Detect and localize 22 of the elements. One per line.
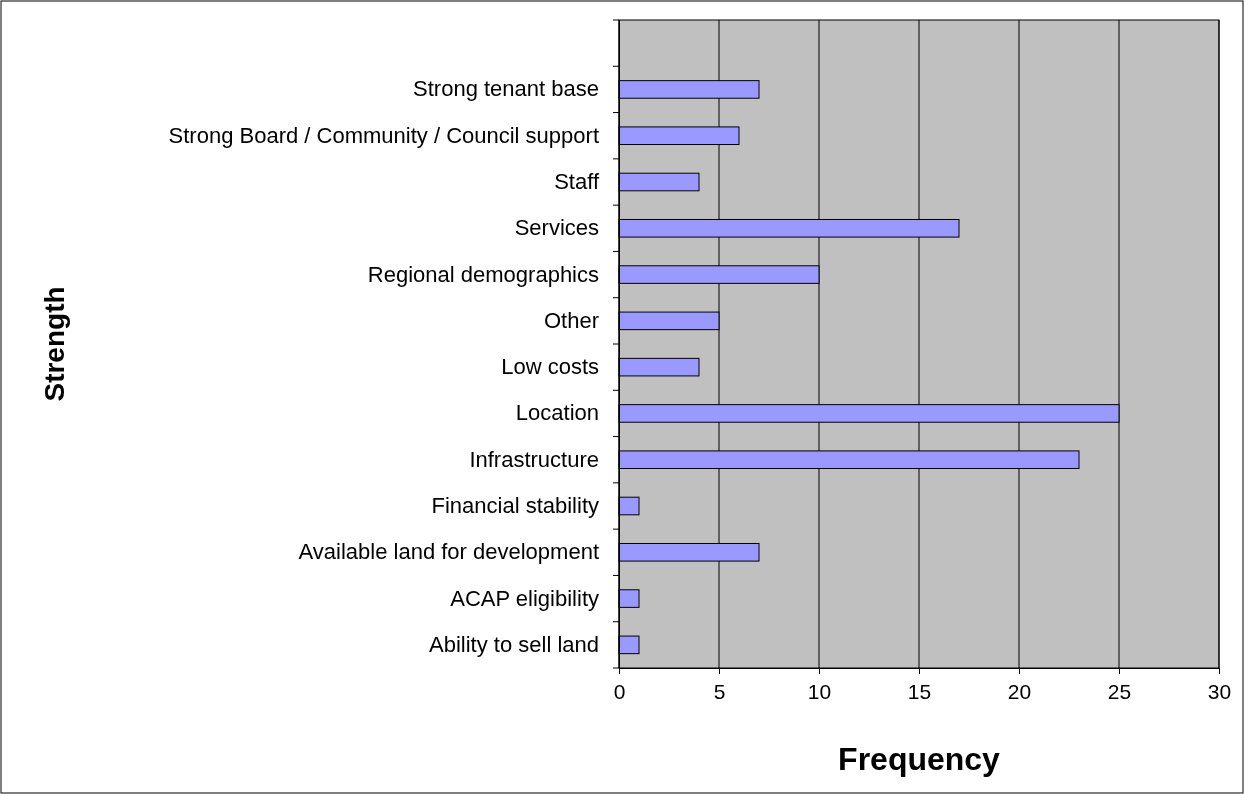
y-tick-label: Services	[514, 215, 599, 241]
y-tick-label: Staff	[554, 169, 600, 195]
y-tick-label: Infrastructure	[469, 446, 599, 472]
x-tick-label: 0	[613, 679, 626, 703]
y-tick-label: Location	[515, 400, 599, 426]
y-tick-label: Strong Board / Community / Council support	[168, 122, 599, 148]
x-tick-label: 10	[807, 679, 832, 703]
x-tick-label: 20	[1007, 679, 1032, 703]
y-tick-label: Available land for development	[298, 539, 599, 565]
x-axis-title: Frequency	[838, 741, 1001, 777]
x-tick-label: 5	[713, 679, 726, 703]
x-tick-label: 30	[1207, 679, 1232, 703]
y-tick-label: Other	[543, 307, 599, 333]
y-tick-label: Low costs	[501, 354, 599, 380]
y-tick-label: Strong tenant base	[413, 76, 599, 102]
y-tick-label: Financial stability	[431, 493, 599, 519]
x-tick-label: 25	[1107, 679, 1132, 703]
y-tick-label: ACAP eligibility	[450, 585, 599, 611]
y-tick-label: Ability to sell land	[429, 631, 599, 657]
y-axis-title: Strength	[39, 286, 70, 402]
y-tick-label: Regional demographics	[367, 261, 599, 287]
x-tick-label: 15	[907, 679, 932, 703]
